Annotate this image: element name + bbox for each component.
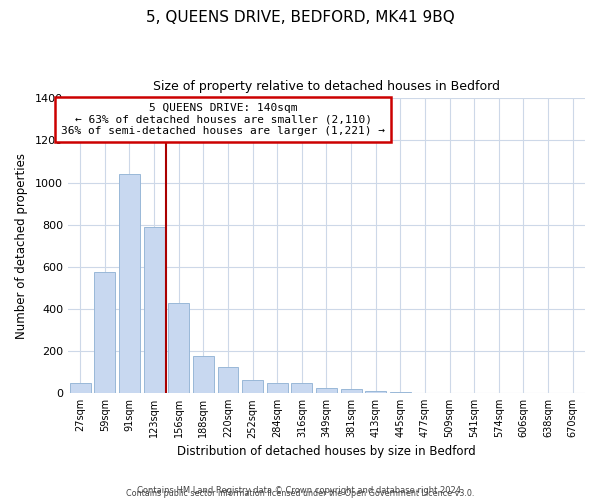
Bar [119,174,140,393]
Text: 5 QUEENS DRIVE: 140sqm
← 63% of detached houses are smaller (2,110)
36% of semi-: 5 QUEENS DRIVE: 140sqm ← 63% of detached… [61,103,385,136]
Bar [292,382,313,393]
Text: 5, QUEENS DRIVE, BEDFORD, MK41 9BQ: 5, QUEENS DRIVE, BEDFORD, MK41 9BQ [146,10,454,25]
Bar [415,392,436,393]
X-axis label: Distribution of detached houses by size in Bedford: Distribution of detached houses by size … [177,444,476,458]
Text: Contains HM Land Registry data © Crown copyright and database right 2024.: Contains HM Land Registry data © Crown c… [137,486,463,495]
Bar [242,380,263,393]
Bar [390,392,411,393]
Bar [267,382,287,393]
Bar [218,367,238,393]
Bar [365,391,386,393]
Bar [341,389,362,393]
Bar [168,302,189,393]
Bar [316,388,337,393]
Bar [193,356,214,393]
Bar [143,227,164,393]
Title: Size of property relative to detached houses in Bedford: Size of property relative to detached ho… [153,80,500,93]
Text: Contains public sector information licensed under the Open Government Licence v3: Contains public sector information licen… [126,488,474,498]
Bar [70,382,91,393]
Y-axis label: Number of detached properties: Number of detached properties [15,153,28,339]
Bar [94,272,115,393]
